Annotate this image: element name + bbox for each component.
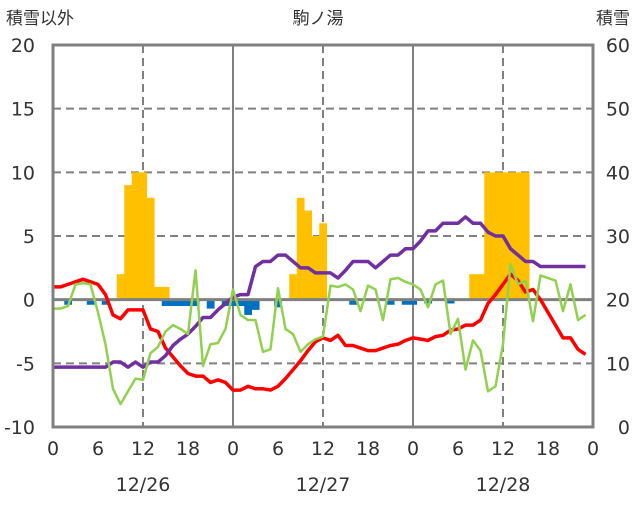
x-tick-label: 0: [587, 438, 599, 460]
x-tick-label: 18: [356, 438, 380, 460]
orange-bar: [116, 274, 125, 300]
blue-bar: [161, 299, 170, 307]
x-tick-label: 6: [452, 438, 464, 460]
purple-series-line: [53, 215, 586, 369]
orange-bar: [521, 172, 530, 300]
right-tick-label: 50: [606, 99, 630, 121]
orange-bar: [319, 223, 328, 300]
orange-bar: [139, 172, 148, 300]
x-tick-label: 0: [407, 438, 419, 460]
orange-bar: [304, 210, 313, 300]
x-tick-label: 12: [311, 438, 335, 460]
orange-bar: [289, 274, 298, 300]
right-tick-label: 20: [606, 290, 630, 312]
blue-bar: [251, 299, 260, 310]
right-tick-label: 30: [606, 226, 630, 248]
blue-bar: [274, 299, 283, 308]
blue-bar: [401, 299, 410, 305]
left-axis-title: 積雪以外: [6, 9, 74, 29]
orange-bar: [484, 172, 493, 300]
orange-bar: [296, 197, 305, 300]
x-tick-label: 12: [131, 438, 155, 460]
orange-bar: [506, 172, 515, 300]
blue-bar: [169, 299, 178, 307]
right-tick-label: 0: [618, 417, 630, 439]
orange-bar: [311, 236, 320, 300]
orange-bar: [131, 172, 140, 300]
orange-bar: [161, 286, 170, 300]
left-tick-label: 0: [23, 290, 35, 312]
orange-bar: [146, 197, 155, 300]
blue-bar: [409, 299, 418, 305]
chart-title: 駒ノ湯: [293, 9, 344, 29]
red-series-line: [53, 272, 587, 392]
green-series-line: [53, 262, 587, 406]
orange-bar: [469, 274, 478, 300]
left-tick-label: -5: [16, 353, 35, 375]
x-tick-label: 6: [92, 438, 104, 460]
orange-bar: [476, 274, 485, 300]
date-label: 12/28: [476, 474, 531, 496]
date-label: 12/26: [116, 474, 171, 496]
right-axis-title: 積雪: [596, 9, 630, 29]
x-tick-label: 18: [176, 438, 200, 460]
right-tick-label: 40: [606, 162, 630, 184]
left-tick-label: 10: [11, 162, 35, 184]
left-tick-label: 15: [11, 99, 35, 121]
blue-bar: [101, 299, 110, 305]
blue-bar: [229, 299, 238, 307]
x-tick-label: 18: [536, 438, 560, 460]
orange-bar: [124, 185, 133, 300]
blue-bar: [176, 299, 185, 307]
left-tick-label: 5: [23, 226, 35, 248]
date-label: 12/27: [296, 474, 351, 496]
x-tick-label: 0: [47, 438, 59, 460]
orange-bar: [514, 172, 523, 300]
blue-bar: [386, 299, 395, 305]
right-tick-label: 60: [606, 35, 630, 57]
x-tick-label: 6: [272, 438, 284, 460]
blue-bar: [206, 299, 215, 309]
blue-bar: [424, 299, 433, 304]
blue-bar: [86, 299, 95, 305]
x-tick-label: 0: [227, 438, 239, 460]
blue-bar: [244, 299, 253, 315]
right-tick-label: 10: [606, 353, 630, 375]
blue-bar: [446, 299, 455, 304]
left-tick-label: 20: [11, 35, 35, 57]
blue-bar: [349, 299, 358, 305]
x-tick-label: 12: [491, 438, 515, 460]
blue-bar: [184, 299, 193, 307]
orange-bar: [154, 286, 163, 300]
plot-frame: [51, 43, 595, 429]
blue-bar: [191, 299, 200, 307]
blue-bar: [236, 299, 245, 307]
left-tick-label: -10: [4, 417, 35, 439]
